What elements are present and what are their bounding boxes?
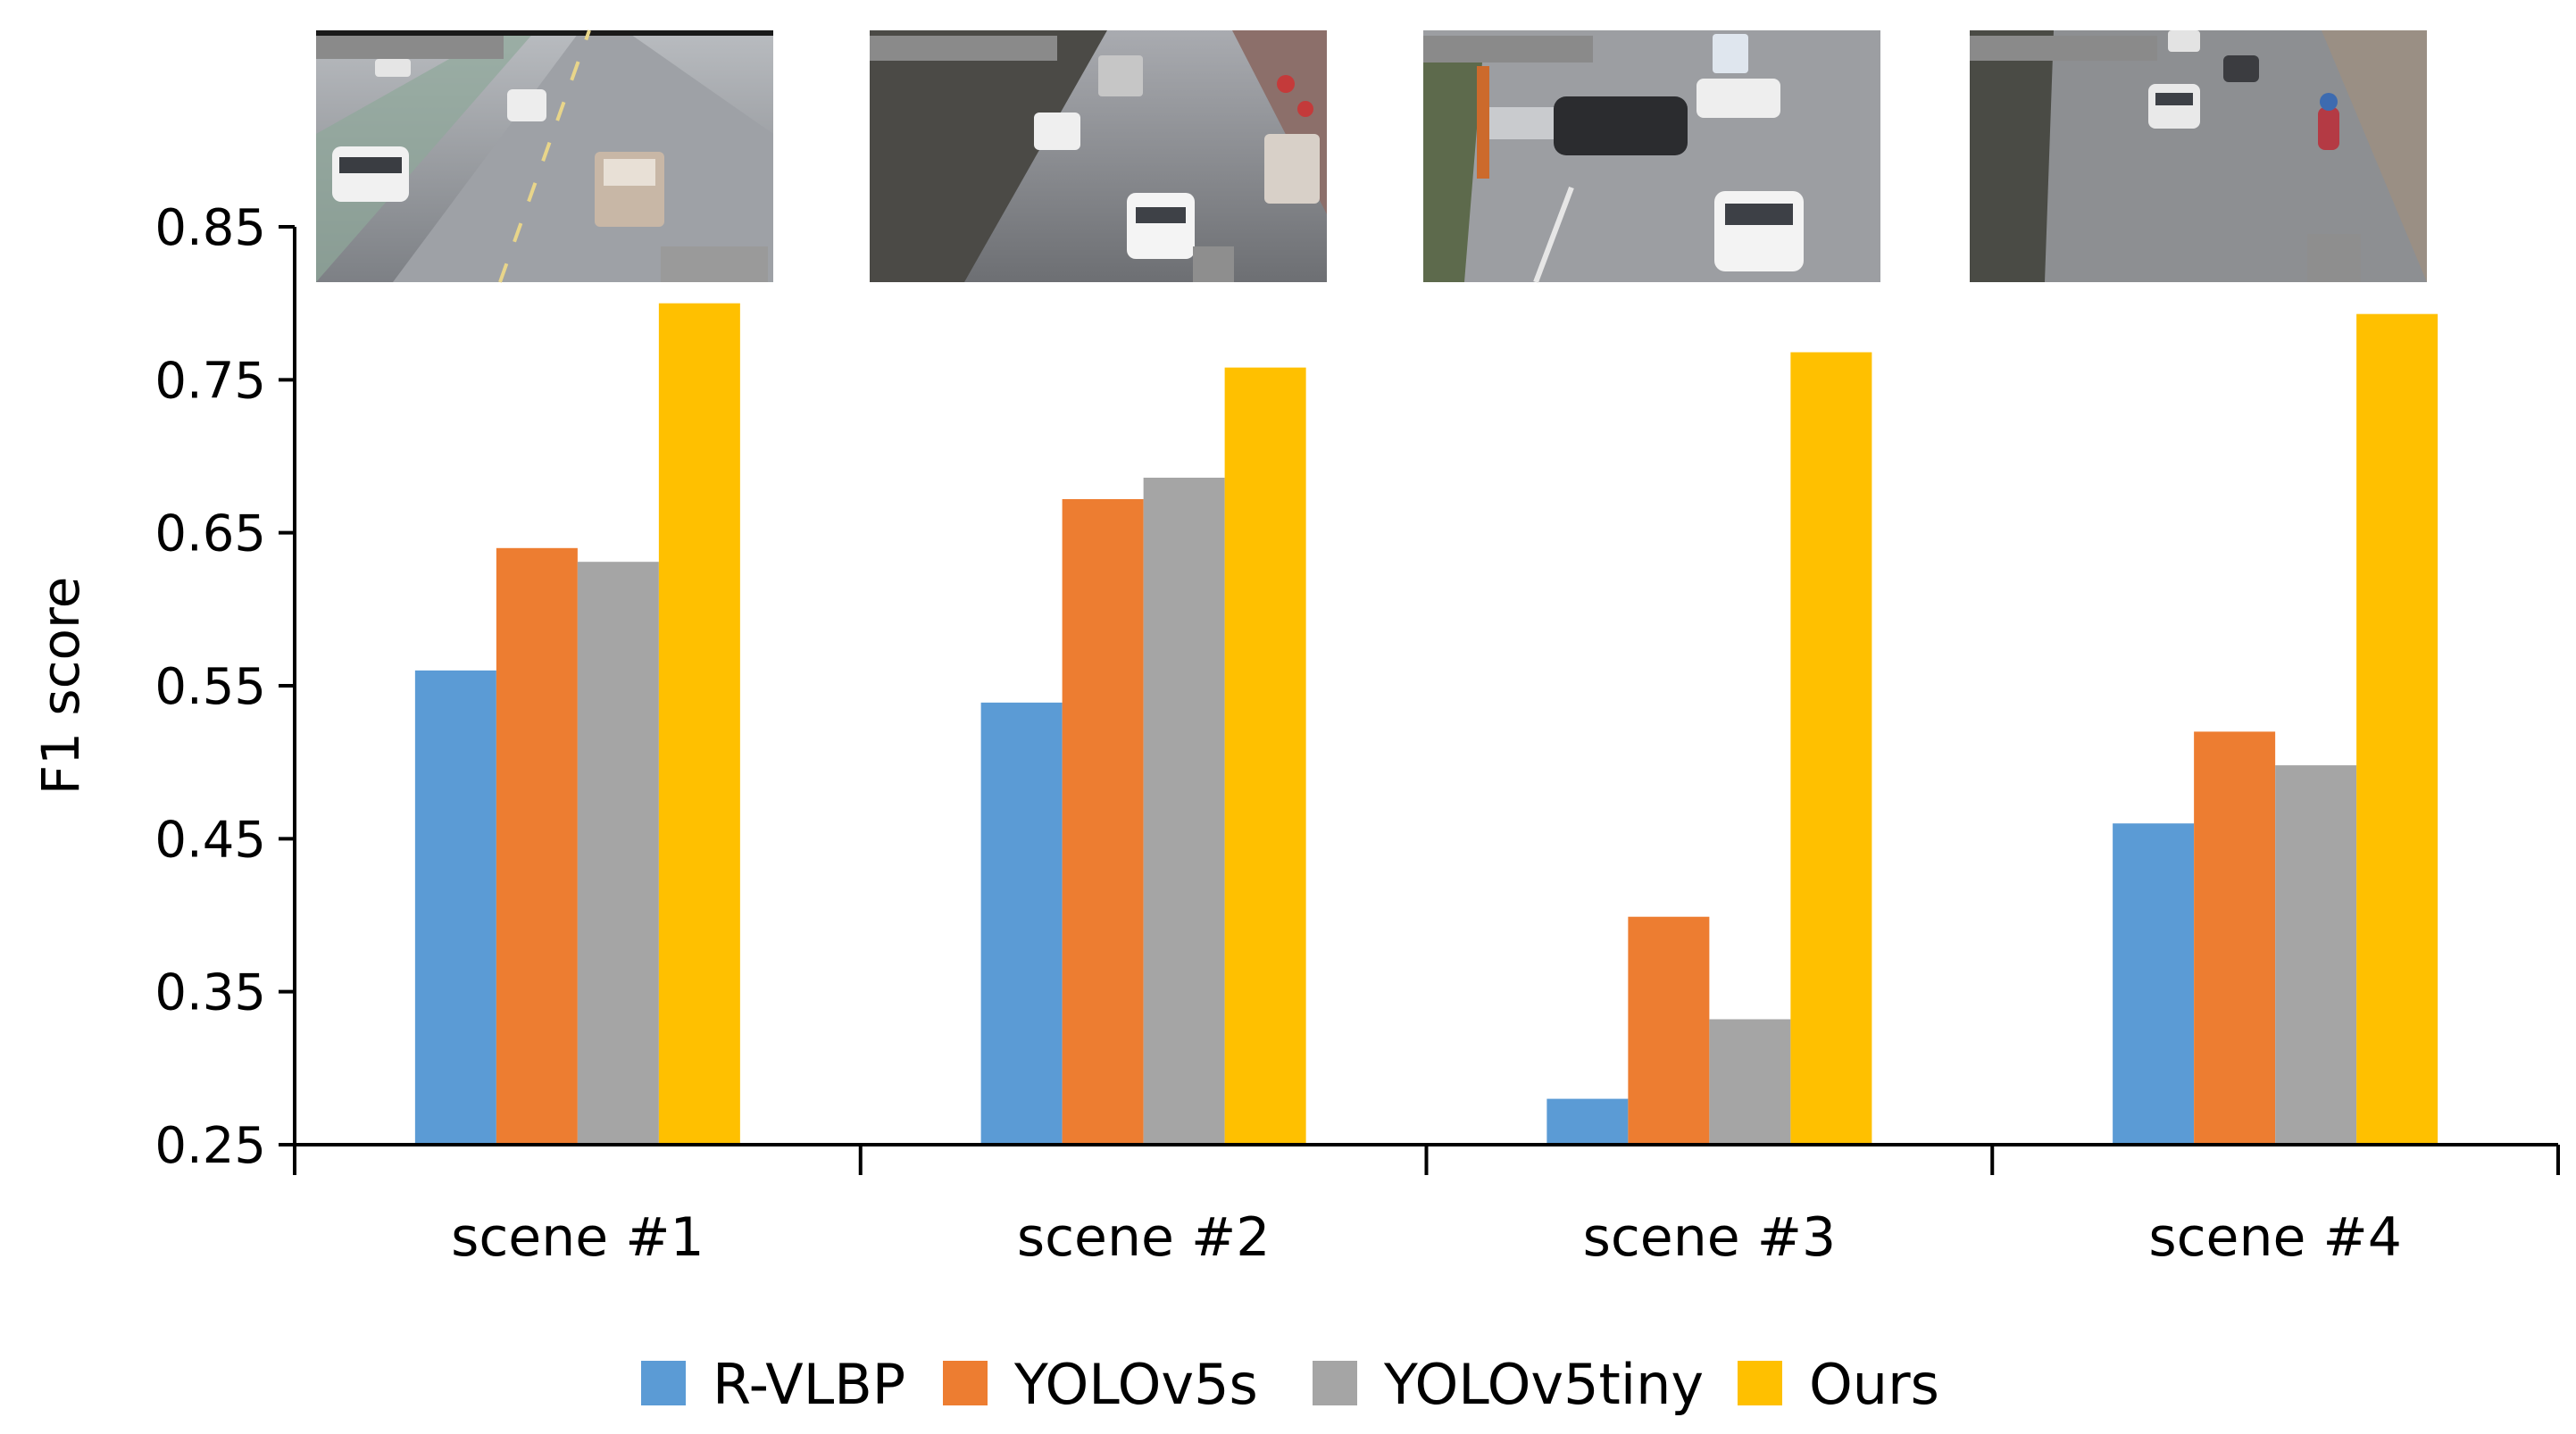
y-tick-label: 0.55 [154,658,266,716]
bar-yolov5tiny-4 [2275,765,2357,1143]
legend-label: Ours [1809,1352,1939,1417]
x-category-label: scene #2 [1017,1206,1271,1269]
y-tick-label: 0.65 [154,505,266,563]
bar-yolov5s-2 [1062,498,1144,1143]
legend-label: YOLOv5s [1013,1352,1258,1417]
bar-ours-1 [658,303,740,1144]
legend: R-VLBP YOLOv5s YOLOv5tiny Ours [641,1352,1939,1417]
y-tick-label: 0.35 [154,964,266,1022]
bars [414,303,2438,1144]
legend-swatch [1738,1361,1782,1405]
y-tick-label: 0.45 [154,811,266,869]
bar-r-vlbp-1 [414,670,496,1143]
x-category-label: scene #4 [2148,1206,2402,1269]
bar-yolov5s-1 [496,547,578,1143]
y-ticks: 0.25 0.35 0.45 0.55 0.65 0.75 0.85 [154,199,295,1175]
scene-thumbnails [316,29,2427,284]
bar-r-vlbp-4 [2113,823,2195,1143]
scene-3-thumbnail [1423,30,1880,284]
bar-ours-2 [1224,367,1306,1143]
bar-r-vlbp-3 [1546,1098,1629,1143]
bar-ours-3 [1790,352,1872,1143]
bar-yolov5tiny-2 [1143,477,1225,1143]
x-category-ticks: scene #1 scene #2 scene #3 scene #4 [293,1145,2560,1269]
y-tick-label: 0.25 [154,1117,266,1175]
y-tick-label: 0.75 [154,352,266,410]
x-category-label: scene #1 [451,1206,704,1269]
legend-label: R-VLBP [713,1352,905,1417]
bar-yolov5s-3 [1628,916,1710,1143]
x-category-label: scene #3 [1583,1206,1837,1269]
bar-ours-4 [2356,313,2438,1143]
scene-4-thumbnail [1970,30,2427,282]
legend-swatch [943,1361,988,1405]
legend-swatch [641,1361,686,1405]
legend-swatch [1313,1361,1357,1405]
y-tick-label: 0.85 [154,199,266,257]
y-axis-title: F1 score [30,577,91,796]
scene-1-thumbnail [316,29,773,283]
bar-r-vlbp-2 [980,702,1063,1143]
bar-yolov5tiny-1 [577,562,659,1143]
scene-2-thumbnail [870,30,1327,282]
legend-label: YOLOv5tiny [1383,1352,1704,1417]
bar-yolov5s-4 [2194,731,2276,1143]
bar-yolov5tiny-3 [1709,1019,1791,1143]
